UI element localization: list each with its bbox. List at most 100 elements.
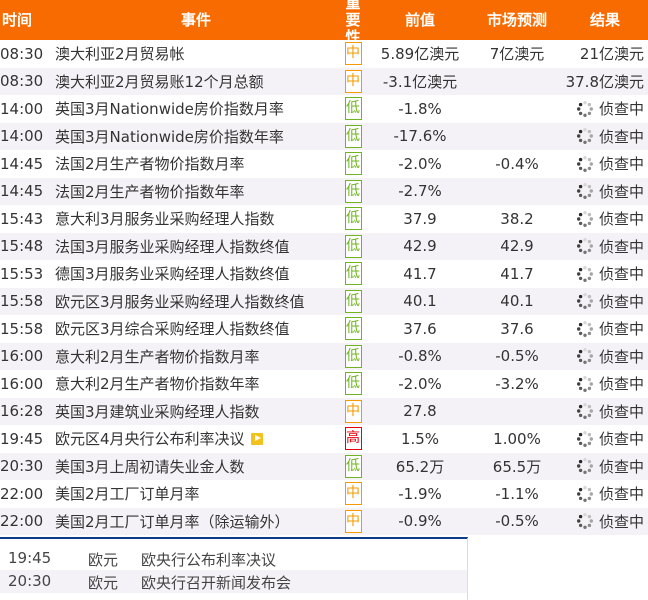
importance-cell: 低 (338, 370, 368, 398)
result-cell: 侦查中 (562, 398, 648, 426)
event-name[interactable]: 意大利3月服务业采购经理人指数 (55, 210, 275, 229)
previous-cell: 27.8 (403, 402, 437, 421)
loading-spinner-icon (576, 183, 593, 200)
loading-spinner-icon (576, 485, 593, 502)
result-cell: 侦查中 (562, 123, 648, 151)
result-value: 侦查中 (598, 485, 644, 504)
table-row: 15:48 法国3月服务业采购经理人指数终值 低 42.9 42.9 侦查中 (0, 232, 648, 261)
event-name[interactable]: 美国2月工厂订单月率 (55, 485, 200, 504)
time-cell: 16:00 (0, 374, 44, 393)
previous-cell: 65.2万 (395, 457, 445, 476)
forecast-cell: -3.2% (495, 374, 539, 393)
table-row: 20:30 美国3月上周初请失业金人数 低 65.2万 65.5万 侦查中 (0, 452, 648, 480)
event-cell: 美国2月工厂订单月率（除运输外） (52, 508, 340, 536)
forecast-cell: 40.1 (500, 292, 534, 311)
previous-cell: -3.1亿澳元 (382, 72, 458, 91)
importance-badge: 低 (344, 454, 362, 478)
play-video-icon[interactable] (250, 432, 263, 445)
importance-badge: 低 (344, 207, 362, 231)
forecast-cell: 1.00% (493, 429, 541, 448)
importance-cell: 低 (338, 150, 368, 178)
forecast-cell: -0.4% (495, 154, 539, 173)
result-cell: 21亿澳元 (562, 40, 648, 68)
event-name[interactable]: 欧元区3月服务业采购经理人指数终值 (55, 292, 305, 311)
event-name[interactable]: 美国2月工厂订单月率（除运输外） (55, 512, 290, 531)
result-cell: 37.8亿澳元 (562, 68, 648, 96)
result-value: 37.8亿澳元 (565, 72, 644, 91)
time-cell: 14:45 (0, 182, 44, 201)
previous-cell: 5.89亿澳元 (380, 45, 460, 64)
table-row: 14:00 英国3月Nationwide房价指数年率 低 -17.6% 侦查中 (0, 122, 648, 151)
forecast-cell: 7亿澳元 (489, 45, 545, 64)
event-name[interactable]: 意大利2月生产者物价指数年率 (55, 375, 260, 394)
previous-cell: -0.9% (398, 512, 442, 531)
event-cell: 英国3月Nationwide房价指数月率 (52, 95, 340, 123)
importance-cell: 低 (338, 233, 368, 261)
result-cell: 侦查中 (562, 370, 648, 398)
time-cell: 08:30 (0, 72, 44, 91)
event-cell: 美国2月工厂订单月率 (52, 480, 340, 508)
table-row: 22:00 美国2月工厂订单月率（除运输外） 中 -0.9% -0.5% 侦查中 (0, 507, 648, 536)
event-name[interactable]: 欧元区4月央行公布利率决议 (55, 430, 245, 449)
event-name[interactable]: 法国3月服务业采购经理人指数终值 (55, 237, 290, 256)
result-value: 侦查中 (598, 100, 644, 119)
table-row: 08:30 澳大利亚2月贸易帐 中 5.89亿澳元 7亿澳元 21亿澳元 (0, 40, 648, 68)
previous-cell: -2.0% (398, 154, 442, 173)
result-cell: 侦查中 (562, 425, 648, 453)
event-name[interactable]: 意大利2月生产者物价指数月率 (55, 347, 260, 366)
event-name[interactable]: 法国2月生产者物价指数月率 (55, 155, 245, 174)
event-name[interactable]: 美国3月上周初请失业金人数 (55, 457, 245, 476)
table-header: 时间 事件 重要性 前值 市场预测 结果 (0, 0, 648, 46)
forecast-cell: 37.6 (500, 319, 534, 338)
time-cell: 19:45 (0, 429, 44, 448)
time-cell: 15:43 (0, 209, 44, 228)
event-cell: 澳大利亚2月贸易帐 (52, 40, 340, 68)
loading-spinner-icon (576, 403, 593, 420)
header-importance: 重要性 (345, 0, 361, 46)
header-previous: 前值 (404, 10, 435, 29)
event-name[interactable]: 英国3月Nationwide房价指数年率 (55, 127, 284, 146)
loading-spinner-icon (576, 320, 593, 337)
header-time: 时间 (2, 10, 33, 29)
importance-badge: 低 (344, 152, 362, 176)
time-cell: 14:45 (0, 154, 44, 173)
event-name[interactable]: 英国3月Nationwide房价指数月率 (55, 100, 284, 119)
result-value: 侦查中 (598, 320, 644, 339)
time-cell: 15:53 (0, 264, 44, 283)
result-cell: 侦查中 (562, 150, 648, 178)
event-name[interactable]: 澳大利亚2月贸易账12个月总额 (55, 72, 264, 91)
importance-cell: 中 (338, 398, 368, 426)
result-value: 21亿澳元 (579, 45, 644, 64)
event-name[interactable]: 法国2月生产者物价指数年率 (55, 182, 245, 201)
loading-spinner-icon (576, 458, 593, 475)
event-cell: 意大利2月生产者物价指数月率 (52, 343, 340, 371)
loading-spinner-icon (576, 293, 593, 310)
forecast-cell: -0.5% (495, 347, 539, 366)
table-row: 08:30 澳大利亚2月贸易账12个月总额 中 -3.1亿澳元 37.8亿澳元 (0, 67, 648, 96)
event-list-item: 20:30 欧元 欧央行召开新闻发布会 (0, 570, 467, 593)
events-table: 19:45 欧元 欧央行公布利率决议 20:30 欧元 欧央行召开新闻发布会 (0, 537, 468, 600)
event-currency: 欧元 (88, 574, 119, 592)
importance-cell: 低 (338, 288, 368, 316)
event-list-item: 19:45 欧元 欧央行公布利率决议 (0, 547, 467, 570)
table-row: 15:53 德国3月服务业采购经理人指数终值 低 41.7 41.7 侦查中 (0, 260, 648, 288)
loading-spinner-icon (576, 238, 593, 255)
previous-cell: -1.8% (398, 99, 442, 118)
table-row: 22:00 美国2月工厂订单月率 中 -1.9% -1.1% 侦查中 (0, 480, 648, 508)
event-name[interactable]: 德国3月服务业采购经理人指数终值 (55, 265, 290, 284)
time-cell: 15:58 (0, 292, 44, 311)
event-cell: 意大利2月生产者物价指数年率 (52, 370, 340, 398)
forecast-cell: 65.5万 (492, 457, 542, 476)
event-name[interactable]: 澳大利亚2月贸易帐 (55, 45, 185, 64)
event-name[interactable]: 英国3月建筑业采购经理人指数 (55, 402, 260, 421)
importance-cell: 低 (338, 178, 368, 206)
loading-spinner-icon (576, 210, 593, 227)
table-row: 16:00 意大利2月生产者物价指数年率 低 -2.0% -3.2% 侦查中 (0, 370, 648, 398)
event-cell: 澳大利亚2月贸易账12个月总额 (52, 68, 340, 96)
loading-spinner-icon (576, 128, 593, 145)
importance-cell: 低 (338, 343, 368, 371)
previous-cell: 37.6 (403, 319, 437, 338)
forecast-cell (472, 68, 562, 96)
event-name[interactable]: 欧元区3月综合采购经理人指数终值 (55, 320, 290, 339)
loading-spinner-icon (576, 430, 593, 447)
